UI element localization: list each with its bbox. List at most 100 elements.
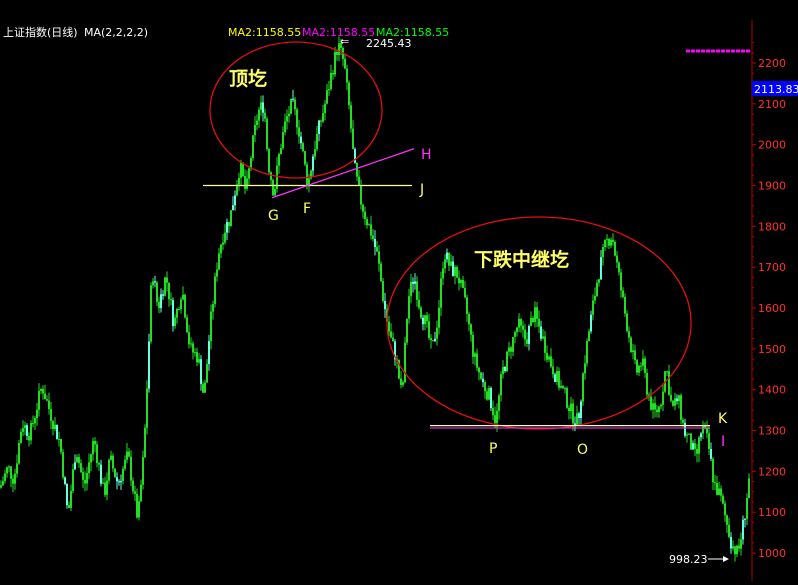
candle-body <box>294 99 296 110</box>
candle-body <box>480 372 482 379</box>
candle-body <box>322 113 324 122</box>
candle-body <box>218 253 220 270</box>
chart-header: 上证指数(日线) MA(2,2,2,2) MA2:1158.55 MA2:115… <box>3 25 449 39</box>
candle-body <box>522 325 524 330</box>
candle-body <box>412 281 414 284</box>
candle-body <box>496 410 498 424</box>
candle-body <box>730 536 732 549</box>
candle-body <box>712 458 714 483</box>
candle-body <box>400 378 402 385</box>
candle-body <box>530 317 532 326</box>
candle-body <box>542 336 544 339</box>
candle-body <box>490 388 492 409</box>
candle-body <box>160 294 162 309</box>
candle-body <box>716 482 718 495</box>
candle-body <box>308 178 310 186</box>
low-marker: 998.23 <box>669 553 729 566</box>
candle-body <box>54 424 56 430</box>
candle-body <box>82 471 84 480</box>
candle-body <box>234 195 236 206</box>
candle-body <box>192 343 194 353</box>
candle-body <box>466 297 468 314</box>
candle-body <box>20 431 22 444</box>
candle-body <box>484 381 486 392</box>
candle-body <box>280 148 282 155</box>
candle-body <box>374 238 376 248</box>
candle-body <box>64 477 66 484</box>
candle-body <box>200 359 202 384</box>
candle-body <box>592 300 594 315</box>
candle-body <box>230 210 232 227</box>
candle-body <box>416 281 418 300</box>
candle-body <box>178 308 180 310</box>
candle-body <box>224 232 226 243</box>
candle-body <box>104 482 106 495</box>
candle-body <box>14 473 16 484</box>
candle-body <box>562 385 564 389</box>
candle-body <box>236 184 238 196</box>
candle-body <box>316 133 318 150</box>
candle-body <box>142 457 144 485</box>
candle-body <box>616 255 618 263</box>
candle-body <box>674 398 676 406</box>
candle-body <box>668 371 670 395</box>
candle-body <box>398 359 400 379</box>
candle-body <box>340 43 342 48</box>
candle-body <box>442 268 444 279</box>
axis-tick-label: 1400 <box>758 384 786 397</box>
candle-body <box>152 281 154 286</box>
candle-body <box>456 267 458 278</box>
candle-body <box>298 127 300 137</box>
high-value-label: 2245.43 <box>366 37 412 50</box>
candle-body <box>492 408 494 416</box>
candle-body <box>70 491 72 508</box>
candle-body <box>18 443 20 464</box>
candle-body <box>430 338 432 341</box>
candle-body <box>334 51 336 75</box>
candle-body <box>204 382 206 393</box>
candle-body <box>198 359 200 363</box>
candle-body <box>370 224 372 236</box>
axis-tick-label: 1100 <box>758 506 786 519</box>
candle-body <box>304 151 306 165</box>
candle-body <box>108 459 110 481</box>
candle-body <box>504 367 506 372</box>
candle-body <box>60 439 62 453</box>
candle-body <box>650 396 652 410</box>
candle-body <box>136 493 138 518</box>
candle-body <box>90 454 92 463</box>
continuation-pattern-label: 下跌中继圪 <box>474 248 569 271</box>
candle-body <box>706 428 708 434</box>
candle-body <box>508 347 510 352</box>
candle-body <box>584 363 586 374</box>
candle-body <box>134 491 136 494</box>
candle-body <box>306 164 308 186</box>
candle-body <box>410 281 412 297</box>
candle-body <box>86 473 88 484</box>
candle-body <box>28 435 30 441</box>
high-arrow: ⇐ <box>340 35 349 48</box>
candle-body <box>292 98 294 100</box>
candle-body <box>660 404 662 407</box>
candle-body <box>452 261 454 276</box>
candle-body <box>570 403 572 412</box>
candle-body <box>458 277 460 284</box>
candle-body <box>632 350 634 353</box>
candle-body <box>404 342 406 383</box>
candle-body <box>244 176 246 189</box>
candle-body <box>550 356 552 367</box>
candle-body <box>106 480 108 495</box>
axis-tick-label: 1600 <box>758 302 786 315</box>
candle-body <box>628 331 630 338</box>
candle-body <box>128 451 130 457</box>
candle-body <box>366 218 368 226</box>
candle-body <box>98 463 100 465</box>
candle-body <box>498 395 500 411</box>
candle-body <box>140 484 142 502</box>
candle-body <box>608 238 610 246</box>
candle-body <box>690 433 692 450</box>
candle-body <box>34 418 36 424</box>
candle-body <box>510 347 512 352</box>
candle-body <box>332 73 334 75</box>
